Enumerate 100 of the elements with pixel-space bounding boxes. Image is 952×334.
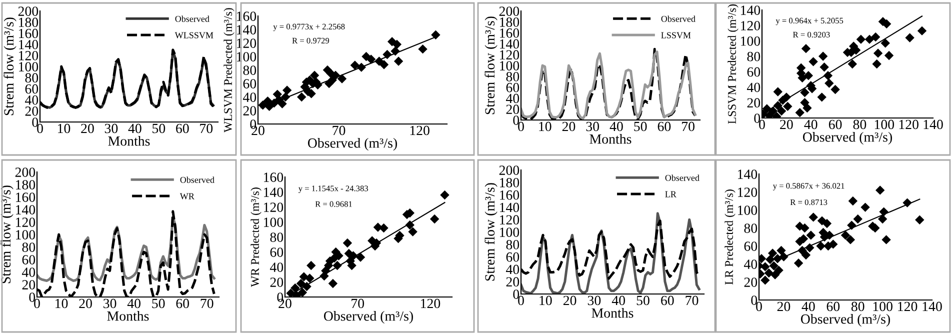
point	[773, 101, 782, 110]
point	[880, 38, 890, 48]
y-tick-label: 40	[22, 268, 36, 277]
annotation: y = 0.9773x + 2.2568	[273, 24, 345, 32]
y-tick-label: 60	[506, 82, 520, 92]
point	[408, 227, 418, 236]
y-tick-label: 20	[744, 278, 758, 287]
y-tick-label: 80	[270, 232, 284, 242]
y-tick-label: 180	[19, 18, 38, 28]
point	[356, 62, 366, 72]
point	[783, 102, 792, 112]
y-tick-label: 40	[24, 95, 38, 105]
y-tick-label: 120	[741, 21, 760, 30]
point	[394, 56, 404, 66]
point	[776, 246, 786, 256]
y-tick-label: 40	[242, 92, 256, 102]
point	[366, 54, 376, 64]
y-tick-label: 160	[500, 28, 520, 38]
x-tick-label: 60	[826, 302, 840, 312]
y-tick-label: 100	[19, 62, 38, 72]
x-tick-label: 20	[81, 124, 94, 134]
y-tick-label: 20	[25, 106, 38, 116]
x-tick-label: 70	[352, 298, 364, 308]
y-tick-label: 60	[747, 67, 760, 77]
point	[902, 198, 912, 208]
point	[804, 70, 814, 80]
x-tick-label: 20	[780, 120, 793, 130]
point	[379, 60, 389, 70]
point	[848, 196, 858, 206]
x-tick-label: 140	[922, 302, 942, 312]
x-tick-label: 70	[200, 298, 214, 308]
annotation: y = 0.5867x + 36.021	[772, 183, 844, 190]
y-axis-title: WR Predected (m³/s)	[250, 188, 262, 287]
point	[882, 235, 891, 244]
x-tick-label: 50	[636, 296, 650, 306]
x-tick-label: 70	[332, 126, 346, 136]
point	[817, 92, 826, 102]
legend-label: WLSSVM	[174, 32, 214, 38]
y-tick-label: 20	[506, 277, 520, 287]
x-tick-label: 10	[540, 296, 552, 306]
y-tick-label: 60	[506, 252, 520, 262]
x-tick-label: 20	[777, 302, 790, 312]
point	[305, 274, 314, 283]
y-tick-label: 80	[243, 66, 256, 75]
point	[808, 212, 818, 222]
y-tick-label: 60	[25, 84, 38, 94]
y-axis-title: Strem flow (m³/s)	[484, 183, 498, 281]
y-tick-label: 80	[506, 72, 520, 82]
y-tick-label: 140	[264, 188, 284, 197]
legend-label: WR	[180, 193, 194, 200]
point	[773, 87, 782, 96]
x-tick-label: 10	[56, 298, 68, 308]
point	[290, 283, 300, 293]
annotation: R = 0.9681	[315, 201, 352, 207]
x-tick-label: 120	[421, 298, 440, 308]
y-tick-label: 60	[744, 242, 758, 251]
y-tick-label: 100	[500, 61, 520, 70]
y-tick-label: 140	[19, 40, 38, 50]
point	[302, 282, 312, 292]
point	[794, 258, 804, 268]
point	[342, 238, 352, 248]
point	[337, 74, 347, 84]
legend-label: Observed	[175, 16, 210, 22]
y-tick-label: 140	[500, 39, 520, 49]
annotation: R = 0.9729	[292, 38, 330, 44]
point	[298, 288, 308, 297]
point	[848, 59, 857, 69]
point	[846, 235, 856, 244]
point	[824, 230, 834, 240]
point	[905, 33, 914, 42]
point	[328, 76, 337, 85]
point	[856, 34, 866, 44]
y-tick-label: 120	[16, 218, 36, 227]
point	[772, 254, 782, 264]
x-tick-label: 60	[176, 124, 189, 134]
point	[847, 220, 856, 230]
point	[278, 99, 287, 108]
point	[440, 190, 450, 200]
point	[776, 106, 786, 116]
point	[332, 260, 342, 270]
point	[430, 214, 440, 224]
point	[800, 88, 810, 98]
point	[870, 32, 880, 42]
point	[764, 268, 774, 278]
y-tick-label: 160	[19, 28, 38, 38]
point	[816, 241, 826, 251]
y-tick-label: 160	[264, 172, 284, 182]
point	[805, 243, 814, 252]
y-tick-label: 120	[19, 50, 38, 60]
annotation: y = 1.1545x - 24.383	[298, 186, 368, 193]
point	[356, 252, 366, 262]
point	[878, 214, 888, 224]
y-tick-label: 60	[22, 255, 36, 264]
point	[853, 214, 862, 224]
x-axis-title: Months	[592, 308, 634, 318]
y-axis-title: WLSVM Predected (m³/s)	[224, 8, 234, 132]
y-tick-label: 160	[16, 192, 36, 202]
y-tick-label: 20	[506, 104, 520, 114]
y-axis-title: LR Predected (m³/s)	[724, 190, 736, 285]
y-tick-label: 80	[506, 240, 520, 250]
